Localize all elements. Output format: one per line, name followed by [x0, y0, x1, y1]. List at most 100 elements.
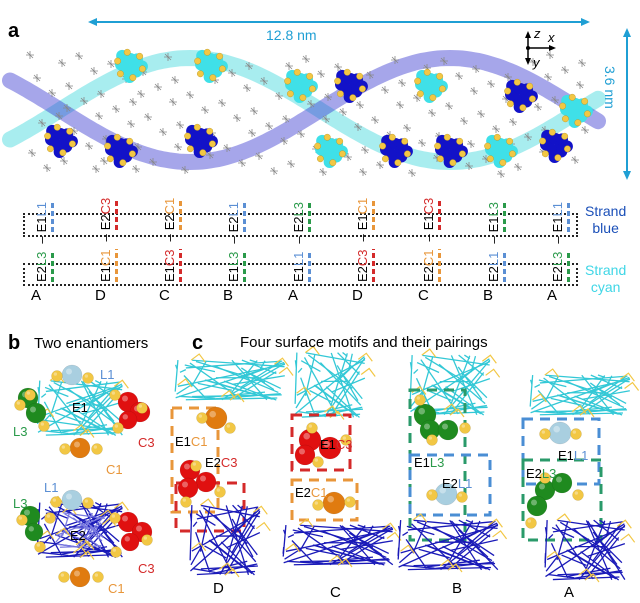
motif-letter: B	[223, 287, 234, 304]
ligand-mark	[245, 62, 253, 70]
pairing-column: E2L3 – E1L1	[549, 190, 570, 282]
ligand-mark	[297, 130, 305, 138]
ligand-mark	[509, 118, 517, 126]
ligand-mark	[144, 113, 152, 121]
ligand-mark	[534, 103, 542, 111]
motif-name: D	[213, 580, 224, 597]
cluster-id: E2	[98, 214, 113, 231]
ligand-mark	[418, 139, 426, 147]
ligand-id: C1	[355, 197, 370, 215]
e1-l3-label: L3	[13, 424, 28, 439]
ligand-mark	[302, 55, 310, 63]
ligand-id: C3	[355, 249, 370, 267]
ligand-mark	[413, 94, 421, 102]
ligand-mark	[408, 169, 416, 177]
pair-separator: –	[355, 234, 370, 242]
ligand-mark	[85, 142, 93, 150]
panel-c-title: Four surface motifs and their pairings	[240, 334, 488, 351]
ligand-id: L3	[541, 466, 557, 481]
ligand-id: C1	[421, 249, 436, 267]
ligand-mark	[43, 164, 51, 172]
cyan-nanocluster	[194, 48, 228, 83]
blue-nanocluster	[504, 78, 538, 113]
ligand-mark	[206, 151, 214, 159]
ligand-mark	[354, 123, 362, 131]
ligand-mark	[322, 115, 330, 123]
ligand-mark	[26, 51, 34, 59]
ligand-mark	[376, 161, 384, 169]
panel-a-letter: a	[8, 20, 20, 42]
height-label: 3.6 nm	[600, 66, 620, 126]
ligand-mark	[472, 65, 480, 73]
ligand-mark	[356, 101, 364, 109]
ligand-mark	[97, 90, 105, 98]
pairing-top: E2L3	[290, 198, 311, 233]
height-arrow-top-head	[623, 28, 631, 37]
ligand-id: L3	[429, 455, 445, 470]
cluster-id: E1	[226, 266, 241, 282]
motif-letter: D	[95, 287, 106, 304]
ligand-mark	[233, 114, 241, 122]
cluster-id: E2	[355, 266, 370, 282]
panel-b-letter: b	[8, 332, 21, 354]
motif-letter: A	[31, 287, 42, 304]
ligand-mark	[576, 81, 584, 89]
pairing-column: E1L1 – E2L3	[290, 190, 311, 282]
ligand-mark	[317, 70, 325, 78]
cluster-id: E2	[526, 466, 542, 481]
ligand-mark	[48, 89, 56, 97]
cluster-id: E2	[442, 476, 458, 491]
ligand-mark	[487, 80, 495, 88]
ligand-mark	[578, 59, 586, 67]
pairing-text: E2L1 – E1L3	[485, 190, 506, 282]
motif-name: A	[564, 584, 575, 601]
ligand-color-tick	[115, 197, 118, 231]
ligand-mark	[428, 109, 436, 117]
pairing-column: E2L1 – E1L3	[485, 190, 506, 282]
motif-pair-label: E1L1	[558, 448, 588, 463]
blue-nanocluster	[539, 128, 573, 163]
ligand-mark	[60, 157, 68, 165]
axis-label-x: x	[548, 30, 555, 45]
pairing-top: E1L1	[33, 198, 54, 233]
pairing-top: E2C1	[161, 194, 182, 231]
cluster-id: E1	[414, 455, 430, 470]
motif-pair-label: E2L1	[442, 476, 472, 491]
cluster-id: E2	[34, 266, 49, 282]
ligand-mark	[398, 79, 406, 87]
ligand-mark	[440, 57, 448, 65]
cyan-nanocluster	[114, 48, 148, 83]
ligand-mark	[371, 116, 379, 124]
strand-cyan-label-line1: Strand	[585, 262, 627, 278]
ligand-mark	[63, 104, 71, 112]
pairing-column: E2L3 – E1L1	[33, 190, 54, 282]
ligand-mark	[280, 137, 288, 145]
ligand-color-tick	[51, 251, 54, 282]
ligand-mark	[366, 71, 374, 79]
ligand-mark	[270, 167, 278, 175]
e2-l1-label: L1	[44, 480, 59, 495]
pairing-column: E1C3 – E2C1	[161, 190, 182, 282]
ligand-id: C3	[162, 249, 177, 267]
ligand-mark	[169, 98, 177, 106]
strand-blue-label-line1: Strand	[585, 203, 627, 219]
ligand-mark	[285, 62, 293, 70]
strand-cyan-label-line2: cyan	[590, 279, 621, 295]
pairing-column: E2C1 – E1C3	[420, 190, 441, 282]
ligand-id: L3	[226, 251, 241, 267]
strand-cyan-label: Strand cyan	[585, 262, 626, 296]
ligand-mark	[307, 100, 315, 108]
ligand-mark	[186, 91, 194, 99]
ligand-id: L3	[486, 202, 501, 217]
ligand-mark	[201, 106, 209, 114]
ligand-mark	[176, 121, 184, 129]
ligand-mark	[504, 73, 512, 81]
ligand-id: L1	[457, 476, 473, 491]
ligand-mark	[282, 115, 290, 123]
cluster-id: E2	[486, 266, 501, 282]
ligand-mark	[149, 158, 157, 166]
ligand-mark	[260, 77, 268, 85]
ligand-mark	[174, 143, 182, 151]
pairing-bottom: E2L1	[485, 248, 506, 282]
pairing-top: E1L3	[485, 198, 506, 233]
